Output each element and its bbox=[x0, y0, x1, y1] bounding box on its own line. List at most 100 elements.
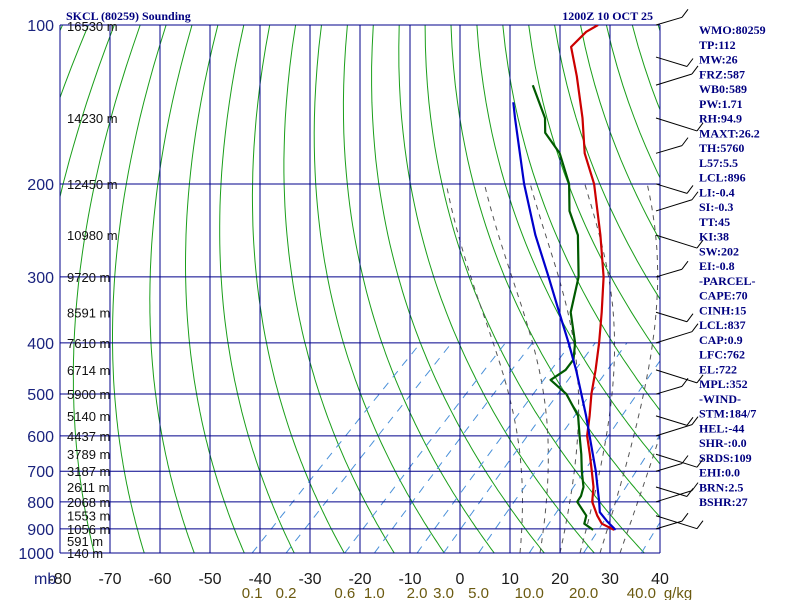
temperature-tick-label: 0 bbox=[456, 571, 465, 588]
dry-adiabat bbox=[313, 25, 445, 554]
height-label: 3789 m bbox=[67, 447, 110, 462]
index-value: SRDS:109 bbox=[699, 451, 752, 465]
height-label: 7610 m bbox=[67, 336, 110, 351]
wind-barbs bbox=[655, 9, 704, 530]
index-value: TP:112 bbox=[699, 38, 736, 52]
index-value: CINH:15 bbox=[699, 303, 746, 317]
index-value: CAPE:70 bbox=[699, 289, 748, 303]
wind-barb bbox=[655, 369, 698, 384]
wind-barb-flag bbox=[696, 374, 704, 384]
wind-barb bbox=[655, 415, 688, 426]
wind-barb-flag bbox=[686, 58, 694, 67]
index-value: MW:26 bbox=[699, 53, 738, 67]
index-value: KI:38 bbox=[699, 230, 729, 244]
wind-barb bbox=[655, 453, 698, 468]
pressure-tick-label: 100 bbox=[27, 18, 54, 35]
wind-barb bbox=[655, 234, 698, 249]
wind-barb-flag bbox=[686, 417, 694, 426]
index-value: TH:5760 bbox=[699, 141, 744, 155]
temperature-tick-label: 40 bbox=[651, 571, 669, 588]
wind-barb-flag bbox=[696, 458, 704, 468]
temperature-tick-label: -40 bbox=[248, 571, 271, 588]
index-value: MAXT:26.2 bbox=[699, 126, 760, 140]
wind-barb-flag bbox=[681, 455, 689, 464]
pressure-tick-label: 200 bbox=[27, 177, 54, 194]
index-value: SI:-0.3 bbox=[699, 200, 733, 214]
dry-adiabat bbox=[251, 25, 345, 554]
series-temperature bbox=[570, 25, 615, 531]
series-parcel bbox=[512, 102, 617, 531]
wind-barb bbox=[655, 145, 683, 154]
wind-barb-flag bbox=[691, 191, 699, 201]
wind-barb bbox=[655, 520, 683, 530]
height-label: 5900 m bbox=[67, 387, 110, 402]
wind-barb bbox=[655, 385, 683, 395]
wind-barb-flag bbox=[691, 323, 699, 332]
dry-adiabat bbox=[149, 25, 195, 554]
height-labels: 16530 m 14230 m 12450 m 10980 m 9720 m 8591 m… bbox=[67, 19, 118, 561]
height-label: 16530 m bbox=[67, 19, 118, 34]
wind-barb bbox=[655, 463, 683, 472]
wind-barb bbox=[655, 515, 698, 530]
temperature-tick-label: -70 bbox=[98, 571, 121, 588]
dry-adiabat bbox=[112, 25, 167, 554]
temperature-tick-label: -10 bbox=[398, 571, 421, 588]
index-value: HEL:-44 bbox=[699, 421, 744, 435]
height-label: 14230 m bbox=[67, 111, 118, 126]
dry-adiabat bbox=[185, 25, 245, 554]
wind-barb bbox=[655, 16, 683, 26]
index-value: SHR-:0.0 bbox=[699, 436, 747, 450]
index-value: FRZ:587 bbox=[699, 67, 745, 81]
height-label: 12450 m bbox=[67, 177, 118, 192]
index-value: EHI:0.0 bbox=[699, 466, 740, 480]
wind-barb-flag bbox=[691, 416, 699, 425]
height-label: 1553 m bbox=[67, 509, 110, 524]
index-value: EL:722 bbox=[699, 362, 737, 376]
dry-adiabat bbox=[554, 25, 660, 301]
pressure-tick-label: 500 bbox=[27, 387, 54, 404]
wind-barb bbox=[655, 117, 698, 132]
index-value: MPL:352 bbox=[699, 377, 748, 391]
pressure-tick-label: 600 bbox=[27, 429, 54, 446]
moist-adiabat bbox=[445, 183, 523, 554]
height-label: 9720 m bbox=[67, 270, 110, 285]
wind-barb bbox=[655, 183, 688, 194]
wind-barb-flag bbox=[681, 378, 689, 387]
pressure-tick-label: 300 bbox=[27, 270, 54, 287]
wind-barb bbox=[655, 331, 693, 344]
index-value: WMO:80259 bbox=[699, 23, 766, 37]
pressure-tick-label: 700 bbox=[27, 464, 54, 481]
mixing-ratio-label: 40.0 bbox=[627, 585, 656, 600]
wind-barb-flag bbox=[691, 65, 699, 75]
pressure-tick-labels: 100 200 300 400 500 600 700 800 900 1000 mb bbox=[18, 18, 56, 588]
wind-barb-flag bbox=[696, 520, 704, 529]
series-dewpoint bbox=[531, 84, 594, 531]
height-label: 2068 m bbox=[67, 495, 110, 510]
index-value: TT:45 bbox=[699, 215, 730, 229]
wind-barb-flag bbox=[681, 9, 689, 18]
mixing-ratio-unit: g/kg bbox=[664, 585, 692, 600]
height-label: 3187 m bbox=[67, 464, 110, 479]
dry-adiabat bbox=[528, 25, 660, 357]
wind-barb-flag bbox=[686, 185, 694, 194]
temperature-tick-label: -60 bbox=[148, 571, 171, 588]
pressure-tick-label: 1000 bbox=[18, 546, 54, 563]
height-label: 10980 m bbox=[67, 228, 118, 243]
mixing-ratio-label: 0.1 bbox=[242, 585, 263, 600]
index-value: WB0:589 bbox=[699, 82, 747, 96]
height-label: 140 m bbox=[67, 546, 103, 561]
wind-barb-flag bbox=[681, 137, 689, 146]
height-label: 2611 m bbox=[67, 480, 109, 495]
temperature-tick-label: -30 bbox=[298, 571, 321, 588]
index-value: STM:184/7 bbox=[699, 407, 756, 421]
wind-barb bbox=[655, 424, 693, 437]
temperature-tick-label: 20 bbox=[551, 571, 569, 588]
wind-barb-flag bbox=[696, 239, 704, 249]
wind-barb bbox=[655, 199, 693, 212]
index-value: BSHR:27 bbox=[699, 495, 748, 509]
wind-barb-flag bbox=[681, 260, 689, 270]
index-value: RH:94.9 bbox=[699, 112, 742, 126]
mixing-ratio-labels: 0.1 0.2 0.6 1.0 2.0 3.0 5.0 10.0 20.0 40.0 g/kg bbox=[242, 585, 692, 600]
mixing-ratio-label: 1.0 bbox=[364, 585, 385, 600]
